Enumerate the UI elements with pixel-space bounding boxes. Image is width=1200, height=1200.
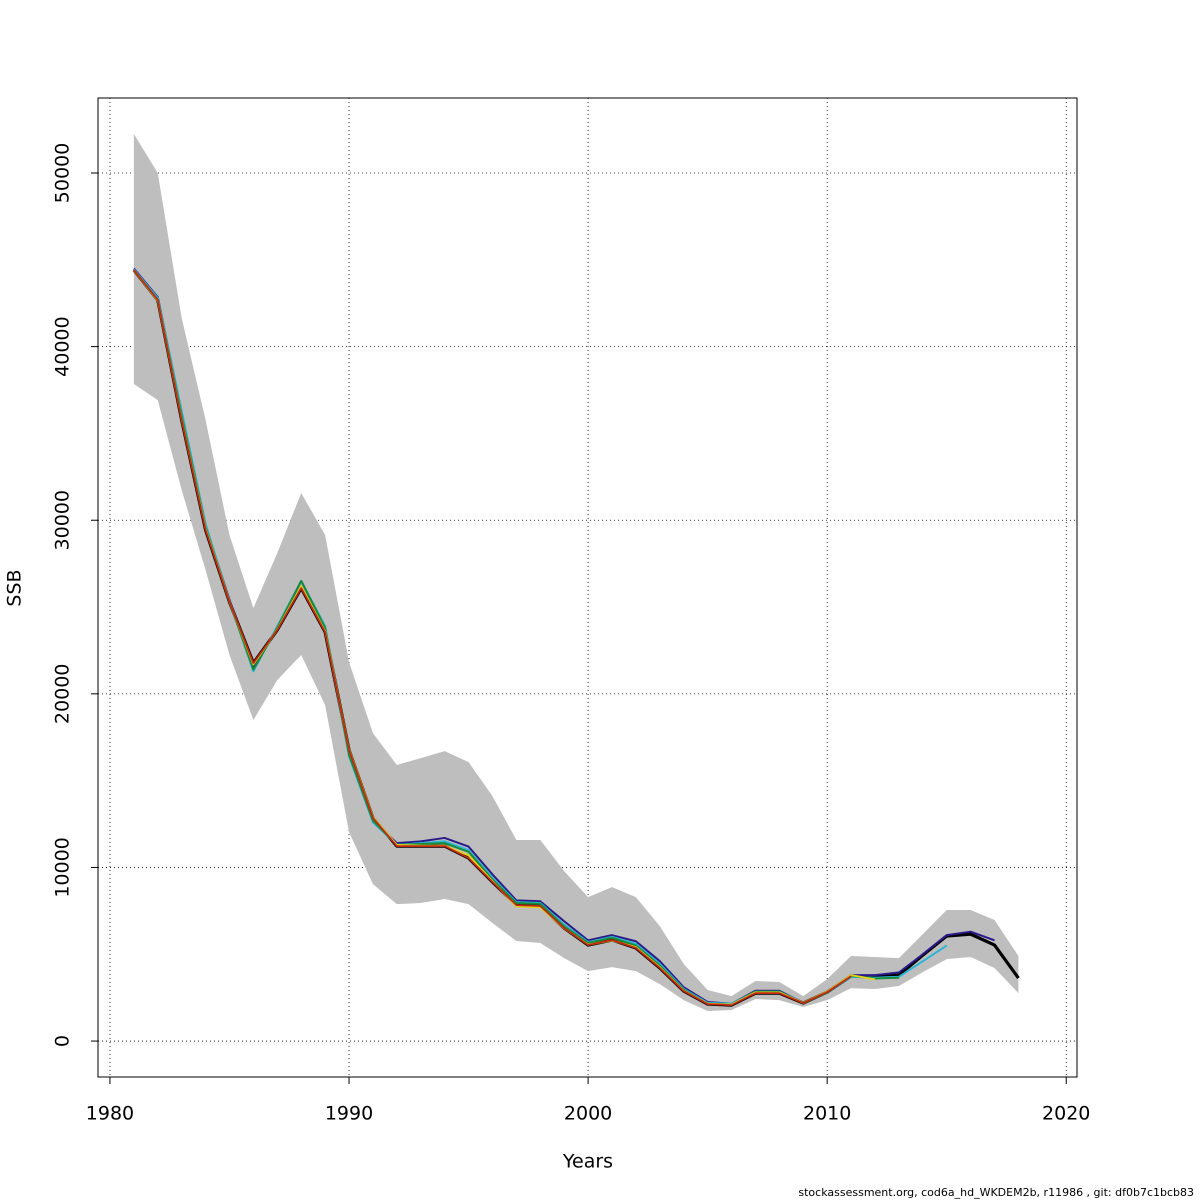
x-tick-label: 2010 xyxy=(803,1103,851,1125)
x-tick-label: 2020 xyxy=(1042,1103,1090,1125)
y-tick-label: 30000 xyxy=(52,490,74,550)
y-tick-label: 0 xyxy=(52,1035,74,1047)
footnote: stockassessment.org, cod6a_hd_WKDEM2b, r… xyxy=(798,1186,1194,1199)
y-axis-label: SSB xyxy=(4,569,26,606)
y-tick-label: 40000 xyxy=(52,316,74,376)
y-tick-label: 20000 xyxy=(52,664,74,724)
x-tick-label: 1990 xyxy=(325,1103,373,1125)
x-axis-label: Years xyxy=(562,1151,613,1173)
series-line xyxy=(133,269,852,1007)
x-tick-label: 1980 xyxy=(86,1103,134,1125)
x-tick-label: 2000 xyxy=(564,1103,612,1125)
confidence-band xyxy=(133,133,1019,1012)
y-tick-label: 10000 xyxy=(52,837,74,897)
plot-frame xyxy=(97,97,1078,1078)
y-tick-label: 50000 xyxy=(52,143,74,203)
